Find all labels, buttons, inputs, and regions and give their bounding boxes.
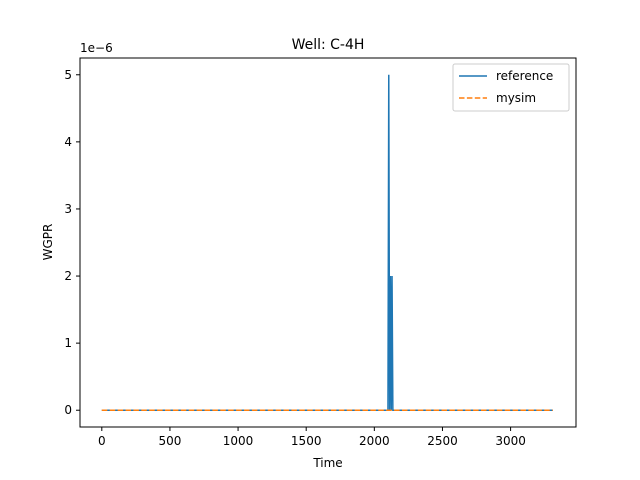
y-axis-multiplier: 1e−6 <box>80 41 113 55</box>
y-tick-label: 2 <box>64 269 72 283</box>
legend-label-mysim: mysim <box>496 91 536 105</box>
legend: reference mysim <box>452 63 570 112</box>
y-tick-label: 1 <box>64 336 72 350</box>
x-tick-label: 1500 <box>291 434 322 448</box>
y-tick-label: 4 <box>64 135 72 149</box>
x-tick-label: 1000 <box>223 434 254 448</box>
y-tick-label: 5 <box>64 68 72 82</box>
y-tick-label: 3 <box>64 202 72 216</box>
y-tick-label: 0 <box>64 403 72 417</box>
legend-label-reference: reference <box>496 69 553 83</box>
x-axis-label: Time <box>312 456 342 470</box>
x-tick-label: 0 <box>98 434 106 448</box>
plot-frame <box>79 57 577 428</box>
x-tick-label: 500 <box>158 434 181 448</box>
plot-area <box>101 74 553 411</box>
x-tick-label: 3000 <box>495 434 526 448</box>
x-axis-ticks: 0 500 1000 1500 2000 2500 3000 <box>98 427 526 448</box>
series-line-reference <box>101 74 553 411</box>
y-axis-label: WGPR <box>41 224 55 261</box>
y-axis-ticks: 0 1 2 3 4 5 <box>64 68 80 417</box>
x-tick-label: 2500 <box>427 434 458 448</box>
chart-title: Well: C-4H <box>292 37 365 53</box>
x-tick-label: 2000 <box>359 434 390 448</box>
